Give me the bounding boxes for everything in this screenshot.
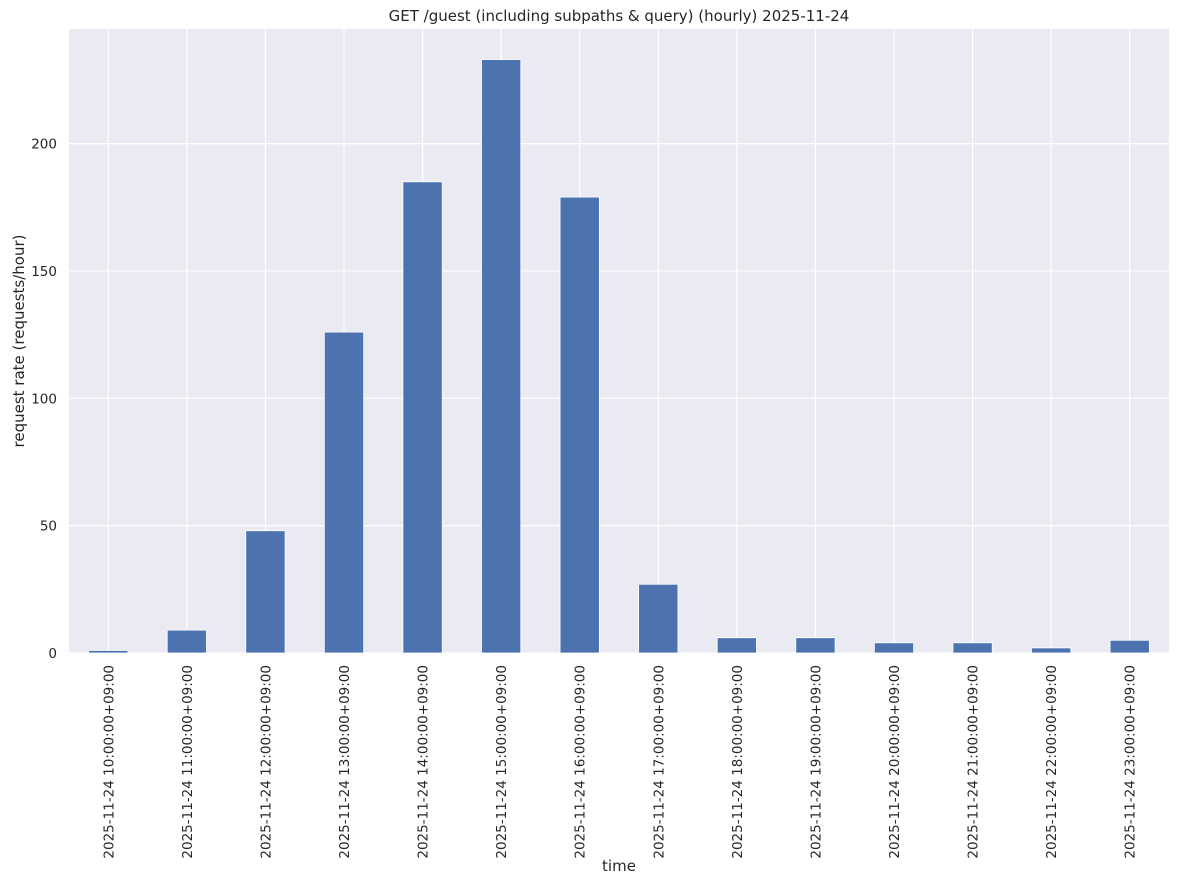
x-axis-ticks: 2025-11-24 10:00:00+09:00 2025-11-24 11:0… bbox=[101, 665, 1138, 859]
bar bbox=[716, 637, 757, 654]
x-tick-label: 2025-11-24 12:00:00+09:00 bbox=[258, 665, 274, 859]
bar bbox=[481, 59, 522, 654]
bar bbox=[1109, 639, 1150, 654]
x-tick-label: 2025-11-24 15:00:00+09:00 bbox=[494, 665, 510, 859]
bar bbox=[873, 642, 915, 654]
x-tick-label: 2025-11-24 20:00:00+09:00 bbox=[887, 665, 903, 859]
bar bbox=[166, 629, 207, 654]
x-tick-label: 2025-11-24 19:00:00+09:00 bbox=[808, 665, 824, 859]
y-tick-label: 100 bbox=[31, 391, 57, 407]
x-tick-label: 2025-11-24 10:00:00+09:00 bbox=[101, 665, 117, 859]
plot-area bbox=[69, 29, 1169, 653]
bar bbox=[1031, 647, 1072, 654]
y-tick-label: 200 bbox=[31, 137, 57, 153]
x-tick-label: 2025-11-24 21:00:00+09:00 bbox=[966, 665, 982, 859]
bar bbox=[638, 583, 679, 654]
y-axis-label: request rate (requests/hour) bbox=[10, 235, 28, 448]
x-tick-label: 2025-11-24 17:00:00+09:00 bbox=[651, 665, 667, 859]
x-tick-label: 2025-11-24 14:00:00+09:00 bbox=[416, 665, 432, 859]
y-axis-ticks: 0 50 100 150 200 bbox=[31, 137, 57, 662]
x-axis-label: time bbox=[602, 857, 636, 875]
bar bbox=[323, 331, 365, 654]
x-tick-label: 2025-11-24 16:00:00+09:00 bbox=[573, 665, 589, 859]
bar bbox=[952, 642, 993, 654]
bar bbox=[402, 181, 443, 654]
bar bbox=[245, 530, 286, 654]
bar bbox=[559, 196, 600, 654]
chart-title: GET /guest (including subpaths & query) … bbox=[389, 7, 850, 25]
y-tick-label: 0 bbox=[48, 646, 57, 662]
x-tick-label: 2025-11-24 13:00:00+09:00 bbox=[337, 665, 353, 859]
x-tick-label: 2025-11-24 23:00:00+09:00 bbox=[1123, 665, 1139, 859]
x-tick-label: 2025-11-24 11:00:00+09:00 bbox=[180, 665, 196, 859]
bar bbox=[795, 637, 836, 654]
x-tick-label: 2025-11-24 18:00:00+09:00 bbox=[730, 665, 746, 859]
bar bbox=[88, 650, 129, 654]
y-tick-label: 150 bbox=[31, 264, 57, 280]
bars bbox=[88, 59, 1150, 654]
x-tick-label: 2025-11-24 22:00:00+09:00 bbox=[1044, 665, 1060, 859]
y-tick-label: 50 bbox=[40, 519, 57, 535]
